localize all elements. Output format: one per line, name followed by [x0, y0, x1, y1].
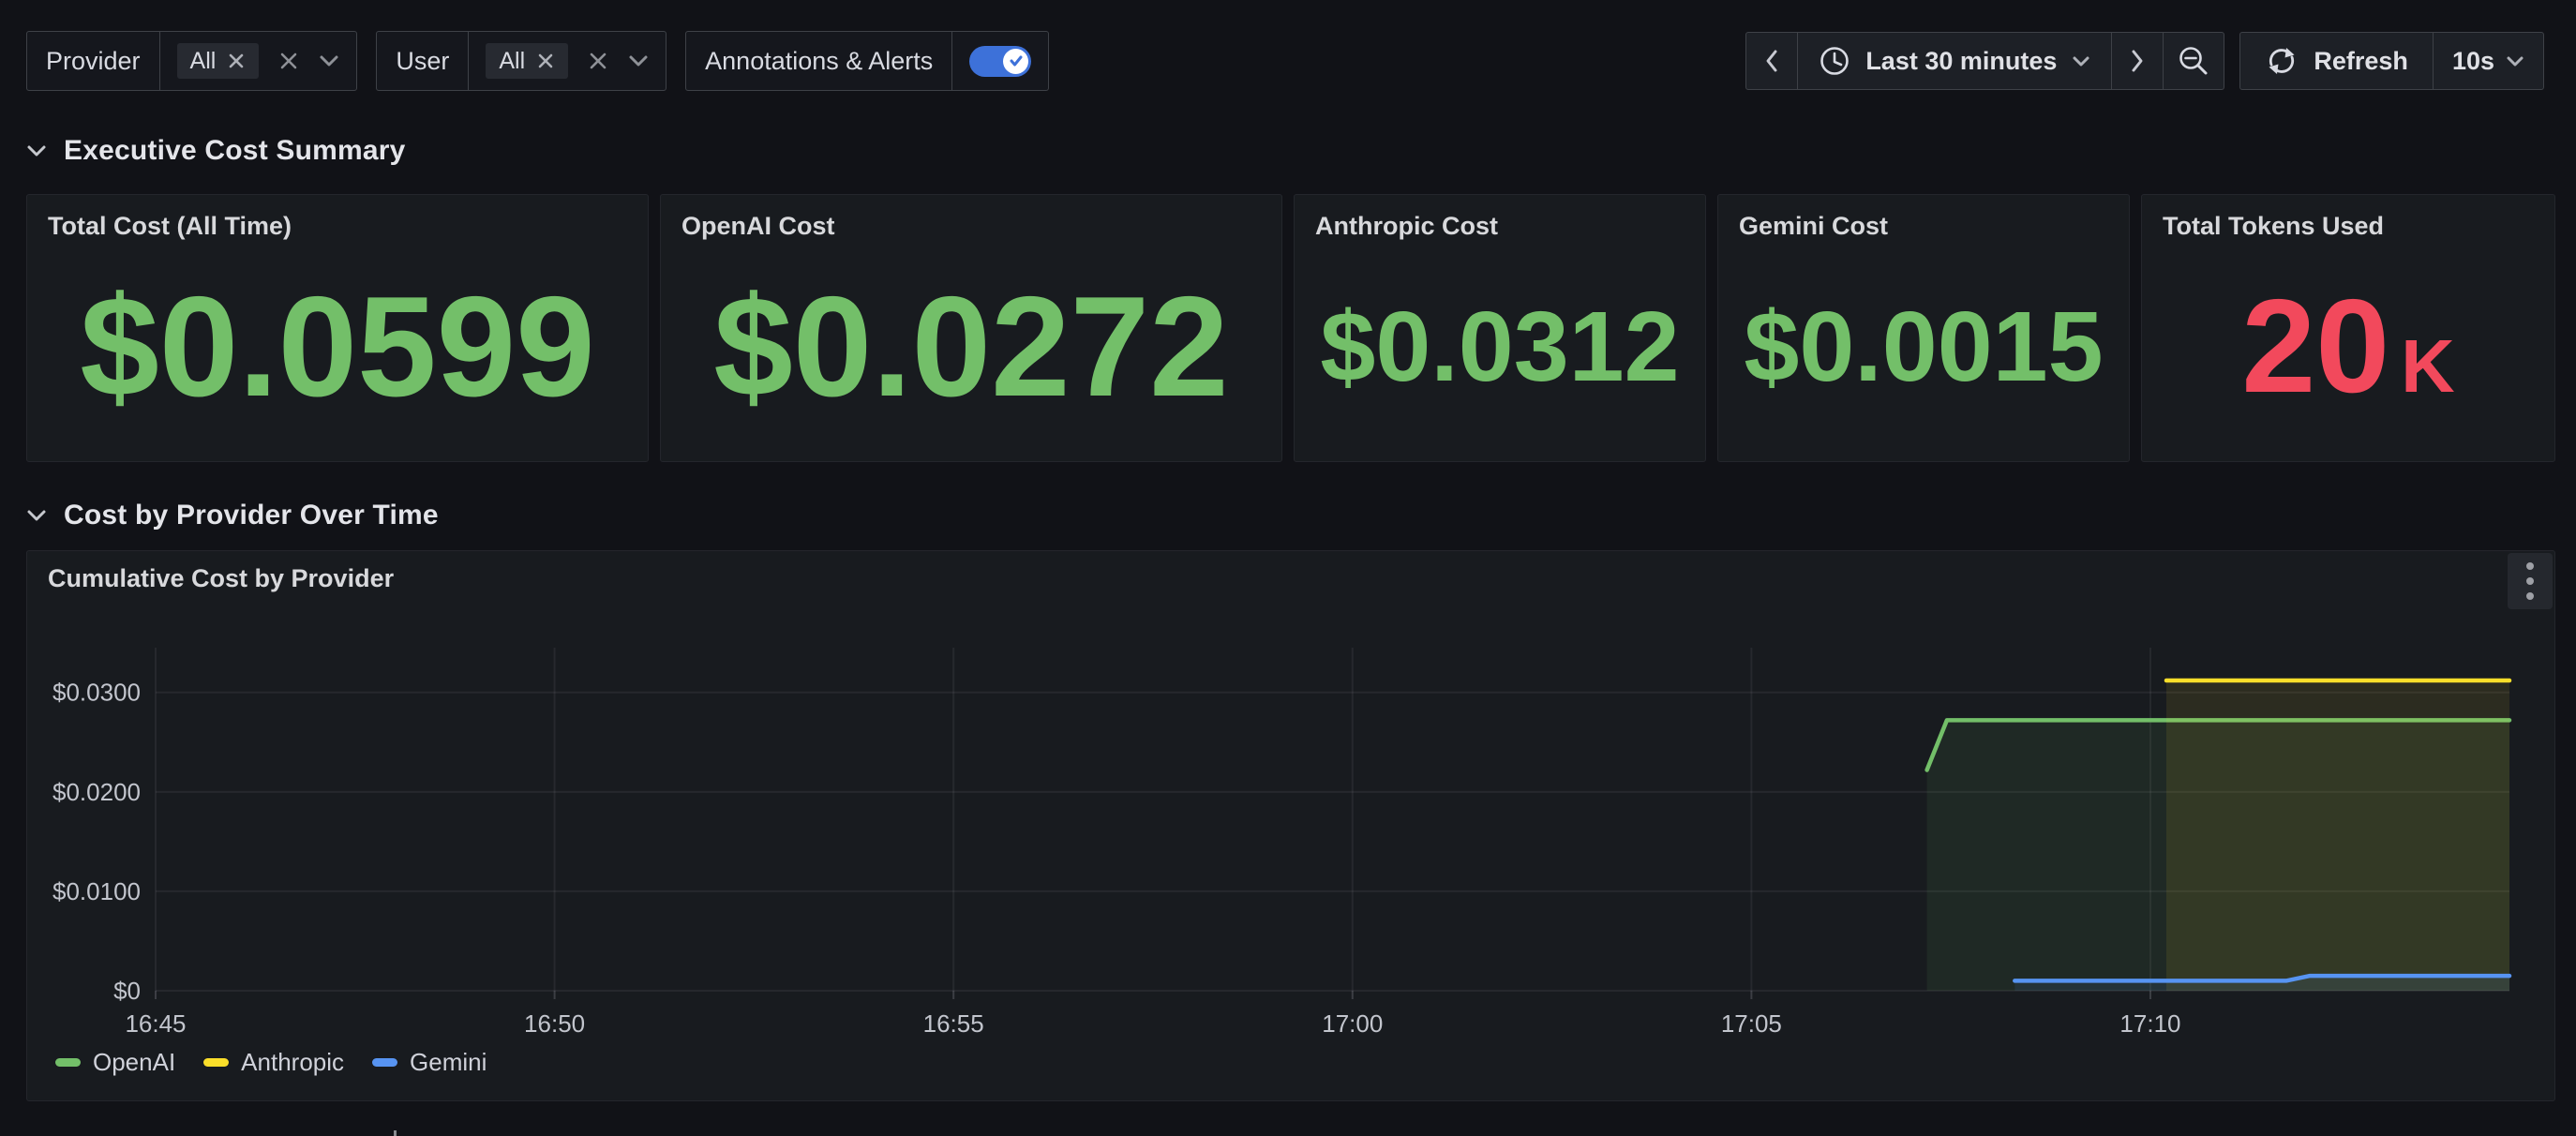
section-title: Executive Cost Summary	[64, 135, 406, 166]
clear-filter-icon[interactable]	[277, 50, 300, 72]
provider-filter: Provider All	[26, 31, 358, 91]
chip-remove-icon[interactable]	[227, 52, 246, 70]
series-fill-gemini	[2014, 976, 2509, 991]
legend-item-openai[interactable]: OpenAI	[55, 1048, 175, 1077]
chevron-down-icon[interactable]	[319, 54, 339, 67]
clock-icon	[1820, 47, 1850, 75]
clear-filter-icon[interactable]	[587, 50, 609, 72]
legend-item-anthropic[interactable]: Anthropic	[203, 1048, 344, 1077]
stat-title: Total Cost (All Time)	[48, 212, 292, 240]
provider-filter-value[interactable]: All	[160, 32, 357, 90]
stat-value-number: 20	[2241, 271, 2390, 421]
chevron-down-icon[interactable]	[628, 54, 649, 67]
kebab-icon	[2526, 562, 2534, 600]
zoom-out-icon	[2179, 47, 2208, 75]
y-axis-label: $0.0200	[52, 778, 141, 806]
annotations-toggle-cell	[952, 32, 1048, 90]
y-axis-label: $0.0300	[52, 679, 141, 707]
refresh-button[interactable]: Refresh	[2239, 32, 2434, 90]
x-axis-label: 17:05	[1721, 1009, 1782, 1038]
legend-color-pill	[372, 1058, 398, 1067]
legend-color-pill	[203, 1058, 230, 1067]
provider-filter-label: Provider	[27, 32, 160, 90]
series-line-gemini	[2013, 973, 2512, 983]
panel-menu-button[interactable]	[2508, 553, 2553, 609]
x-axis-label: 17:10	[2119, 1009, 2180, 1038]
stat-title: OpenAI Cost	[681, 212, 835, 240]
chevron-down-icon	[2507, 56, 2524, 66]
annotations-control: Annotations & Alerts	[685, 31, 1050, 91]
stat-value-suffix: K	[2401, 323, 2455, 408]
legend-label: Gemini	[410, 1048, 487, 1076]
stat-panels-row: Total Cost (All Time) $0.0599 OpenAI Cos…	[26, 194, 2555, 462]
refresh-group: Refresh 10s	[2239, 32, 2544, 90]
stat-panel-openai-cost: OpenAI Cost $0.0272	[660, 194, 1282, 462]
y-axis-label: $0	[113, 977, 141, 1005]
refresh-interval-button[interactable]: 10s	[2432, 32, 2544, 90]
chevron-right-icon	[2132, 50, 2143, 72]
cumulative-cost-panel: $0 $0.0100 $0.0200 $0.0300 16:45 16:50 16:55 17…	[26, 550, 2555, 1101]
x-axis-label: 17:00	[1322, 1009, 1383, 1038]
legend-item-gemini[interactable]: Gemini	[372, 1048, 487, 1077]
chevron-down-icon	[27, 510, 46, 521]
series-line-openai	[1925, 718, 2512, 772]
legend-color-pill	[55, 1058, 81, 1067]
legend-label: OpenAI	[93, 1048, 176, 1076]
chevron-left-icon	[1766, 50, 1777, 72]
toggle-knob	[1003, 48, 1029, 74]
series-fill-anthropic	[2166, 680, 2509, 991]
stat-panel-total-cost: Total Cost (All Time) $0.0599	[26, 194, 649, 462]
panel-title[interactable]: Cumulative Cost by Provider	[48, 564, 395, 592]
time-controls: Last 30 minutes	[1745, 32, 2544, 90]
chart-legend: OpenAI Anthropic Gemini	[55, 1048, 487, 1077]
time-picker-group: Last 30 minutes	[1745, 32, 2225, 90]
user-filter-chip[interactable]: All	[486, 43, 569, 79]
stat-value: $0.0272	[713, 266, 1229, 426]
stat-value: $0.0015	[1744, 291, 2104, 402]
check-icon	[1010, 55, 1023, 67]
time-shift-forward-button[interactable]	[2111, 32, 2164, 90]
variable-filters: Provider All U	[26, 31, 1050, 91]
stat-title: Gemini Cost	[1739, 212, 1889, 240]
chip-label: All	[189, 47, 217, 74]
chip-remove-icon[interactable]	[536, 52, 555, 70]
time-range-picker-button[interactable]: Last 30 minutes	[1797, 32, 2113, 90]
provider-filter-chip[interactable]: All	[176, 43, 260, 79]
refresh-icon	[2269, 48, 2295, 74]
refresh-interval-value: 10s	[2451, 46, 2494, 75]
section-title: Cost by Provider Over Time	[64, 500, 439, 531]
user-filter-value[interactable]: All	[469, 32, 666, 90]
chevron-down-icon	[27, 145, 46, 157]
stat-panel-total-tokens: Total Tokens Used 20 K	[2141, 194, 2555, 462]
stat-value: $0.0599	[80, 266, 595, 426]
row-executive-cost-summary[interactable]: Executive Cost Summary	[26, 135, 406, 167]
annotations-toggle[interactable]	[969, 45, 1032, 77]
clipped-panel-below	[394, 1130, 397, 1136]
x-axis-label: 16:45	[125, 1009, 186, 1038]
stat-value: $0.0312	[1320, 291, 1680, 402]
dashboard-toolbar: Provider All U	[26, 31, 2544, 91]
series-fill-openai	[1926, 720, 2509, 991]
row-cost-by-provider[interactable]: Cost by Provider Over Time	[26, 500, 439, 531]
chevron-down-icon	[2073, 56, 2089, 66]
x-axis-label: 16:50	[524, 1009, 585, 1038]
stat-title: Anthropic Cost	[1315, 212, 1498, 240]
stat-panel-anthropic-cost: Anthropic Cost $0.0312	[1294, 194, 1706, 462]
annotations-label: Annotations & Alerts	[686, 32, 953, 90]
refresh-label: Refresh	[2314, 46, 2408, 75]
y-axis-label: $0.0100	[52, 877, 141, 905]
chip-label: All	[499, 47, 526, 74]
time-range-label: Last 30 minutes	[1865, 46, 2058, 75]
user-filter: User All	[376, 31, 667, 91]
time-shift-back-button[interactable]	[1745, 32, 1799, 90]
stat-value: 20 K	[2241, 279, 2455, 413]
legend-label: Anthropic	[241, 1048, 345, 1076]
stat-title: Total Tokens Used	[2163, 212, 2385, 240]
stat-panel-gemini-cost: Gemini Cost $0.0015	[1717, 194, 2130, 462]
user-filter-label: User	[377, 32, 470, 90]
x-axis-label: 16:55	[923, 1009, 984, 1038]
zoom-out-button[interactable]	[2163, 32, 2225, 90]
cumulative-cost-chart[interactable]: $0 $0.0100 $0.0200 $0.0300 16:45 16:50 16:55 17…	[27, 551, 2556, 1102]
